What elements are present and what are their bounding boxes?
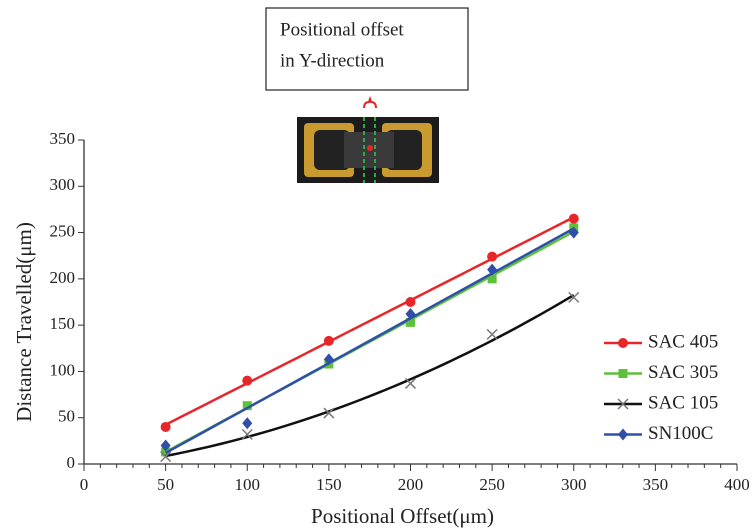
point	[568, 291, 580, 303]
point	[486, 328, 498, 340]
x-tick-label: 100	[235, 475, 261, 494]
point	[160, 439, 171, 452]
y-tick-label: 300	[50, 175, 76, 194]
trendline	[165, 227, 575, 455]
legend-label: SN100C	[648, 423, 713, 444]
trendline	[165, 294, 575, 458]
trendline	[165, 216, 575, 426]
point	[405, 308, 416, 321]
x-tick-label: 150	[316, 475, 342, 494]
component-photo	[297, 95, 439, 183]
point	[160, 451, 172, 463]
legend-marker	[618, 369, 628, 378]
legend-label: SAC 305	[648, 362, 718, 383]
y-tick-label: 250	[50, 221, 76, 240]
annotation-box	[265, 7, 469, 91]
y-axis-label: Distance Travelled(μm)	[12, 222, 36, 422]
point	[487, 274, 497, 284]
point	[323, 353, 334, 366]
x-tick-label: 300	[561, 475, 587, 494]
x-tick-label: 250	[479, 475, 505, 494]
x-tick-label: 350	[643, 475, 669, 494]
point	[242, 375, 253, 386]
x-tick-label: 400	[724, 475, 750, 494]
y-tick-label: 100	[50, 360, 76, 379]
series	[160, 226, 579, 455]
x-tick-label: 0	[80, 475, 89, 494]
point	[487, 263, 498, 276]
x-axis-label: Positional Offset(μm)	[311, 504, 494, 528]
y-tick-label: 150	[50, 314, 76, 333]
point	[160, 421, 171, 432]
legend-label: SAC 105	[648, 392, 718, 413]
point	[323, 407, 335, 419]
point	[242, 401, 252, 411]
y-tick-label: 350	[50, 129, 76, 148]
y-tick-label: 50	[58, 407, 75, 426]
y-tick-label: 200	[50, 268, 76, 287]
series	[160, 291, 580, 463]
point	[568, 213, 579, 224]
x-tick-label: 50	[157, 475, 174, 494]
annotation: Positional offset	[280, 19, 404, 40]
legend-marker	[617, 398, 629, 410]
legend-marker	[618, 428, 628, 441]
legend-marker	[618, 338, 628, 348]
y-tick-label: 0	[67, 453, 76, 472]
point	[405, 297, 416, 307]
point	[242, 417, 253, 430]
point	[487, 251, 498, 262]
point	[568, 226, 579, 239]
series	[160, 213, 579, 432]
annotation: in Y-direction	[280, 50, 385, 71]
point	[406, 317, 415, 327]
x-tick-label: 200	[398, 475, 424, 494]
point	[241, 428, 253, 440]
point	[323, 335, 334, 346]
legend-label: SAC 405	[648, 331, 718, 352]
point	[404, 377, 417, 389]
